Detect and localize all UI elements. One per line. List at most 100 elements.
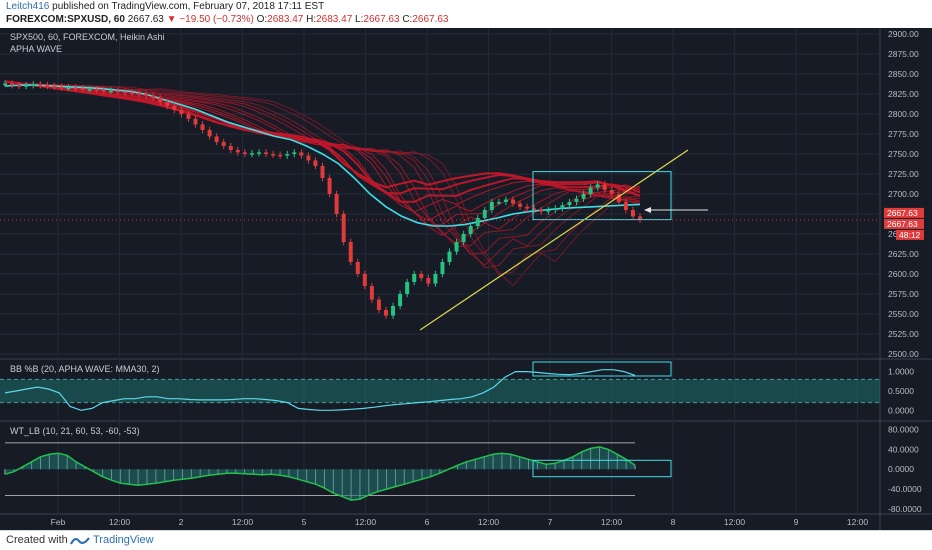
candle-body — [207, 130, 212, 137]
candle-body — [327, 178, 332, 194]
author-link[interactable]: Leitch416 — [6, 1, 50, 12]
candle-body — [3, 83, 7, 86]
candle-body — [285, 154, 290, 156]
wt-annotation-box — [532, 459, 672, 478]
candle-body — [94, 89, 99, 91]
candle-body — [52, 86, 57, 88]
candle-body — [151, 95, 156, 98]
annotation-box — [532, 171, 672, 221]
chart-area[interactable]: Feb 12:00 2 12:00 5 12:00 6 12:00 7 12:00 8 12:00 9 1… — [0, 28, 932, 530]
candle-body — [525, 206, 530, 209]
candle-body — [560, 205, 565, 209]
time-axis-label: 8 — [671, 517, 676, 527]
price-axis-label: 2700.00 — [888, 189, 919, 199]
candle-body — [179, 110, 184, 114]
down-arrow-icon: ▼ — [166, 14, 177, 25]
candle-body — [66, 87, 71, 90]
publish-line: Leitch416 published on TradingView.com, … — [6, 1, 324, 12]
candle-body — [200, 124, 205, 130]
close-value: 2667.63 — [412, 14, 449, 25]
candle-body — [412, 274, 417, 282]
candle-body — [447, 251, 452, 262]
bb-axis-label: 0.5000 — [888, 386, 914, 396]
candle-body — [496, 202, 501, 204]
arrow-head-icon — [644, 207, 651, 213]
cyan-moving-average-line — [4, 84, 641, 227]
candle-body — [426, 278, 431, 284]
candle-body — [638, 216, 642, 220]
candle-body — [595, 184, 600, 188]
main-pane-title: SPX500, 60, FOREXCOM, Heikin Ashi — [10, 32, 165, 42]
candle-body — [630, 210, 635, 217]
candle-body — [292, 152, 297, 154]
candle-body — [299, 152, 304, 156]
low-label: L: — [355, 14, 364, 25]
bb-percent-line — [4, 369, 636, 411]
wt-axis-label: 40.0000 — [888, 444, 919, 454]
time-axis-label: 9 — [794, 517, 799, 527]
candle-body — [553, 208, 558, 210]
symbol-line: FOREXCOM:SPXUSD, 60 2667.63 ▼ −19.50 (−0… — [6, 14, 448, 25]
candle-body — [278, 154, 283, 157]
time-axis-label: 12:00 — [109, 517, 131, 527]
candle-body — [348, 242, 353, 262]
wt-wave-line — [4, 446, 636, 501]
candle-body — [242, 152, 247, 154]
candle-body — [384, 310, 388, 316]
candle-body — [17, 85, 22, 87]
wt-axis-label: 80.0000 — [888, 424, 919, 434]
time-axis-label: Feb — [51, 517, 66, 527]
price-axis-label: 2800.00 — [888, 109, 919, 119]
price-badge-bg — [884, 218, 924, 229]
candle-body — [249, 153, 254, 155]
apha-wave-line — [4, 81, 641, 222]
candle-body — [482, 210, 487, 218]
chart-canvas[interactable]: Feb 12:00 2 12:00 5 12:00 6 12:00 7 12:00 8 12:00 9 1… — [0, 28, 932, 530]
time-axis-label: 12:00 — [601, 517, 623, 527]
candle-body — [503, 199, 508, 202]
candle-body — [320, 166, 325, 178]
tradingview-link[interactable]: TradingView — [93, 534, 154, 546]
bb-pane-title: BB %B (20, APHA WAVE: MMA30, 2) — [10, 364, 160, 374]
price-axis-label: 2500.00 — [888, 349, 919, 359]
candle-body — [235, 150, 240, 153]
candle-body — [433, 274, 438, 284]
price-axis-label: 2600.00 — [888, 269, 919, 279]
candle-body — [419, 274, 424, 278]
candle-body — [376, 299, 381, 310]
countdown-badge-text: 48:12 — [899, 230, 921, 240]
candle-body — [193, 118, 198, 125]
candle-body — [186, 114, 191, 119]
time-axis-label: 7 — [548, 517, 553, 527]
price-change: −19.50 (−0.73%) — [179, 14, 254, 25]
candle-body — [257, 152, 261, 154]
candle-body — [454, 242, 459, 252]
candle-body — [532, 208, 537, 210]
price-axis-label: 2850.00 — [888, 69, 919, 79]
symbol-label: FOREXCOM:SPXUSD, 60 — [6, 14, 125, 25]
candle-body — [355, 262, 360, 274]
apha-wave-line — [4, 81, 641, 237]
candle-body — [468, 226, 473, 234]
price-axis-label: 2525.00 — [888, 329, 919, 339]
candle-body — [228, 146, 233, 150]
high-value: 2683.47 — [316, 14, 353, 25]
candle-body — [440, 262, 445, 274]
price-axis-label: 2725.00 — [888, 169, 919, 179]
wt-axis-label: 0.0000 — [888, 464, 914, 474]
bb-band-fill — [0, 379, 880, 403]
time-axis-label: 12:00 — [724, 517, 746, 527]
candle-body — [87, 89, 92, 91]
candle-body — [130, 92, 134, 94]
candle-body — [341, 214, 346, 242]
price-axis-label: 2900.00 — [888, 29, 919, 39]
candle-body — [489, 202, 494, 210]
candle-body — [101, 90, 106, 92]
last-price: 2667.63 — [127, 14, 164, 25]
trendline — [419, 149, 689, 331]
candle-body — [172, 106, 177, 110]
price-axis-label: 2575.00 — [888, 289, 919, 299]
time-axis-label: 6 — [425, 517, 430, 527]
candle-body — [546, 210, 551, 212]
candle-body — [158, 98, 163, 102]
